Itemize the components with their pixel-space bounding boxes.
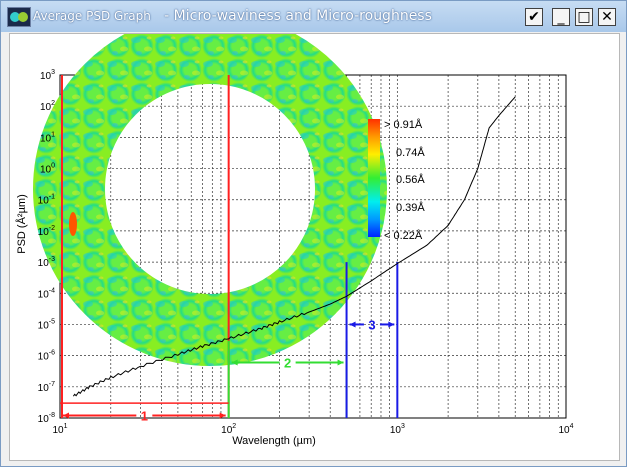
window-title-main: Average PSD Graph — [33, 9, 151, 23]
colorbar-label-max: > 0.91Å — [384, 118, 423, 131]
window-title: Average PSD Graph - Micro-waviness and M… — [33, 8, 432, 24]
colorbar: > 0.91Å 0.74Å 0.56Å 0.39Å < 0.22Å — [368, 118, 425, 242]
band-3-label: 3 — [368, 317, 375, 332]
y-axis-label: PSD (Å²µm) — [15, 194, 28, 254]
window-title-subtitle: - Micro-waviness and Micro-roughness — [164, 8, 432, 24]
colorbar-scale — [368, 119, 380, 237]
y-tick-label: 10-8 — [38, 412, 55, 425]
x-tick-label: 102 — [221, 423, 236, 436]
band-1-arrowhead-right — [219, 412, 226, 419]
maximize-button[interactable]: □ — [575, 8, 593, 26]
colorbar-label-low: 0.39Å — [396, 201, 425, 214]
wafer-map — [33, 12, 387, 366]
app-icon — [7, 7, 31, 27]
curve-layer — [72, 96, 516, 397]
band-1-label: 1 — [141, 409, 148, 424]
y-tick-label: 102 — [40, 100, 55, 113]
title-bar[interactable]: Average PSD Graph - Micro-waviness and M… — [1, 1, 626, 32]
band-2-arrowhead-left — [231, 359, 238, 366]
y-tick-label: 10-2 — [38, 225, 55, 238]
psd-chart: 1 2 3 101 102 103 104 103 102 101 100 10-1 10-2 10-3… — [15, 12, 574, 447]
y-tick-label: 103 — [40, 69, 55, 82]
x-tick-label: 104 — [558, 423, 573, 436]
x-axis-label: Wavelength (µm) — [232, 435, 316, 447]
y-tick-label: 10-1 — [38, 194, 55, 207]
bands-layer: 1 2 3 — [60, 75, 399, 424]
x-tick-label: 103 — [390, 423, 405, 436]
band-1-arrowhead-left — [63, 412, 69, 419]
x-tick-label: 101 — [52, 423, 67, 436]
colorbar-label-mid: 0.56Å — [396, 173, 425, 186]
ticks-layer: 101 102 103 104 103 102 101 100 10-1 10-2 10-3 10-4… — [38, 69, 574, 436]
band-2-label: 2 — [284, 356, 291, 371]
colorbar-label-high: 0.74Å — [396, 146, 425, 159]
band-3-arrowhead-left — [349, 321, 356, 328]
y-tick-label: 10-7 — [38, 381, 55, 394]
close-button[interactable]: ✕ — [598, 8, 616, 26]
y-tick-label: 10-3 — [38, 256, 55, 269]
wafer-hotspot — [69, 212, 77, 236]
wafer-ring — [33, 12, 387, 366]
minimize-button[interactable]: _ — [552, 8, 570, 26]
psd-curve — [72, 96, 516, 397]
check-button[interactable]: ✔ — [525, 8, 543, 26]
y-tick-label: 101 — [40, 131, 55, 144]
y-tick-label: 10-6 — [38, 350, 55, 363]
colorbar-label-min: < 0.22Å — [384, 229, 423, 242]
y-tick-label: 100 — [40, 163, 55, 176]
band-3-arrowhead-right — [388, 321, 395, 328]
y-tick-label: 10-5 — [38, 318, 55, 331]
band-2-arrowhead-right — [337, 359, 344, 366]
chart-area: 1 2 3 101 102 103 104 103 102 101 100 10-1 10-2 10-3… — [9, 12, 620, 461]
y-tick-label: 10-4 — [38, 287, 55, 300]
